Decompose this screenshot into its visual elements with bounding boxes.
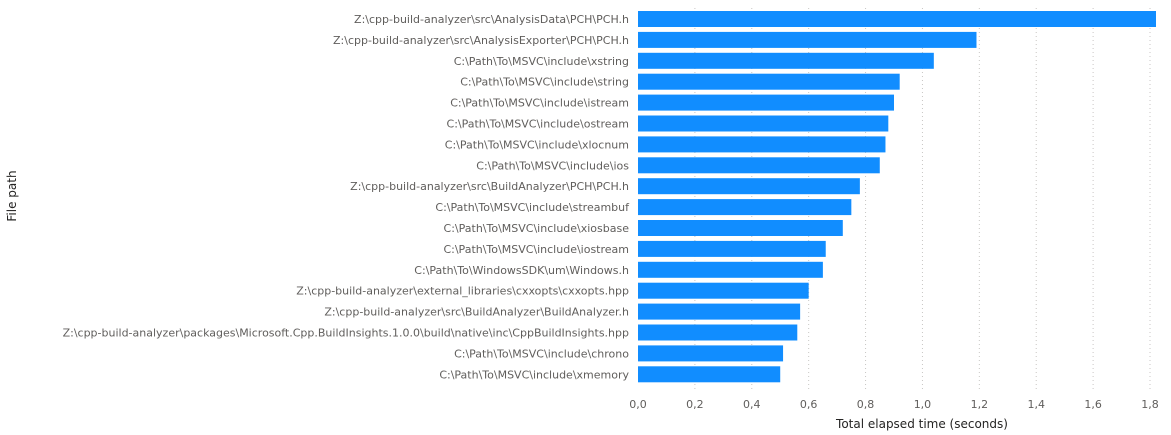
x-tick-label: 1,4 — [1027, 398, 1045, 411]
bar[interactable] — [638, 136, 886, 153]
bar[interactable] — [638, 115, 889, 132]
bar[interactable] — [638, 94, 894, 111]
category-label: Z:\cpp-build-analyzer\src\BuildAnalyzer\… — [324, 306, 629, 319]
x-tick-label: 1,0 — [914, 398, 932, 411]
category-label: C:\Path\To\MSVC\include\chrono — [454, 347, 629, 360]
category-label: C:\Path\To\WindowsSDK\um\Windows.h — [414, 264, 629, 277]
category-label: C:\Path\To\MSVC\include\iostream — [443, 243, 629, 256]
category-labels: Z:\cpp-build-analyzer\src\AnalysisData\P… — [63, 13, 631, 381]
category-label: Z:\cpp-build-analyzer\external_libraries… — [296, 285, 629, 298]
bar[interactable] — [638, 282, 809, 299]
bar[interactable] — [638, 73, 900, 90]
x-tick-label: 1,8 — [1141, 398, 1159, 411]
bar[interactable] — [638, 11, 1156, 27]
bar[interactable] — [638, 178, 860, 195]
category-label: C:\Path\To\MSVC\include\xstring — [454, 55, 629, 68]
category-label: Z:\cpp-build-analyzer\src\AnalysisData\P… — [354, 13, 629, 26]
x-tick-label: 1,6 — [1084, 398, 1102, 411]
x-tick-label: 1,2 — [971, 398, 989, 411]
category-label: Z:\cpp-build-analyzer\src\AnalysisExport… — [333, 34, 629, 47]
bar[interactable] — [638, 324, 798, 341]
bar[interactable] — [638, 366, 781, 383]
bar[interactable] — [638, 345, 784, 362]
category-label: C:\Path\To\MSVC\include\ostream — [447, 118, 629, 131]
bars — [638, 11, 1156, 383]
bar[interactable] — [638, 157, 880, 174]
x-tick-labels: 0,0 0,2 0,4 0,6 0,8 1,0 1,2 1,4 1,6 1,8 — [629, 398, 1159, 411]
bar[interactable] — [638, 31, 977, 48]
category-label: C:\Path\To\MSVC\include\xmemory — [439, 368, 629, 381]
category-label: C:\Path\To\MSVC\include\istream — [450, 97, 629, 110]
x-tick-label: 0,4 — [743, 398, 761, 411]
bar[interactable] — [638, 261, 823, 278]
category-label: C:\Path\To\MSVC\include\xlocnum — [445, 138, 629, 151]
y-axis-title: File path — [5, 170, 19, 221]
bar[interactable] — [638, 52, 934, 69]
category-label: C:\Path\To\MSVC\include\xiosbase — [444, 222, 630, 235]
bar[interactable] — [638, 303, 801, 320]
category-label: C:\Path\To\MSVC\include\string — [460, 76, 629, 89]
category-label: C:\Path\To\MSVC\include\ios — [476, 159, 629, 172]
bar[interactable] — [638, 220, 843, 236]
x-axis-title: Total elapsed time (seconds) — [835, 417, 1008, 431]
category-label: Z:\cpp-build-analyzer\src\BuildAnalyzer\… — [350, 180, 629, 193]
bar[interactable] — [638, 199, 852, 216]
x-tick-label: 0,0 — [629, 398, 647, 411]
category-label: Z:\cpp-build-analyzer\packages\Microsoft… — [63, 327, 629, 340]
x-tick-label: 0,2 — [686, 398, 704, 411]
bar[interactable] — [638, 240, 826, 257]
x-tick-label: 0,6 — [800, 398, 818, 411]
category-label: C:\Path\To\MSVC\include\streambuf — [435, 201, 630, 214]
x-tick-label: 0,8 — [857, 398, 875, 411]
